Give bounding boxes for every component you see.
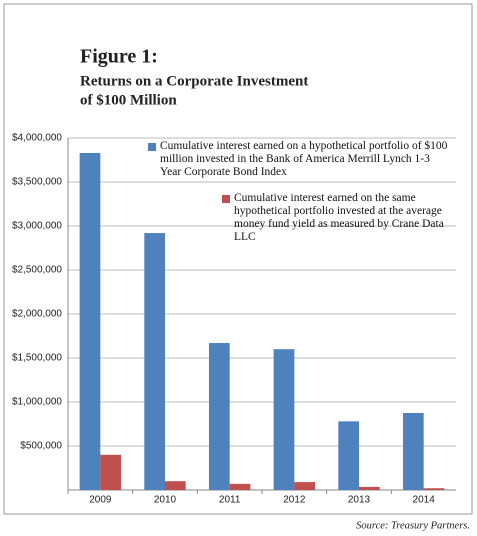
bar [165, 481, 186, 490]
bar [208, 343, 230, 490]
x-tick-label: 2013 [348, 495, 371, 506]
frame [3, 3, 473, 515]
y-tick-label: $3,500,000 [12, 177, 62, 188]
chart-subtitle: Returns on a Corporate Investment [80, 73, 308, 89]
bar [100, 454, 122, 490]
y-tick-label: $500,000 [20, 441, 62, 452]
bar [402, 413, 424, 490]
chart-title: Figure 1: [80, 46, 158, 68]
x-tick-label: 2011 [219, 495, 241, 506]
bar [359, 486, 380, 490]
legend-label: Cumulative interest earned on a hypothet… [160, 140, 448, 178]
x-tick-label: 2014 [413, 495, 436, 506]
x-tick-label: 2010 [154, 495, 177, 506]
bar [79, 152, 101, 490]
bar [338, 421, 359, 490]
chart-subtitle: of $100 Million [80, 92, 177, 108]
bar [294, 482, 316, 490]
y-tick-label: $2,500,000 [12, 265, 62, 276]
x-tick-label: 2012 [283, 495, 306, 506]
y-tick-label: $4,000,000 [12, 133, 62, 144]
y-tick-label: $1,000,000 [12, 397, 62, 408]
bar [423, 488, 445, 490]
y-tick-label: $2,000,000 [12, 309, 62, 320]
bar [144, 233, 165, 491]
source: Source: Treasury Partners. [356, 520, 470, 531]
legend-swatch [148, 143, 156, 151]
y-tick-label: $1,500,000 [12, 353, 62, 364]
legend-swatch [222, 195, 230, 203]
bar [273, 349, 295, 490]
legend-label: Cumulative interest earned on the same h… [234, 192, 444, 243]
bar [229, 483, 251, 490]
x-tick-label: 2009 [89, 495, 112, 506]
y-tick-label: $3,000,000 [12, 221, 62, 232]
